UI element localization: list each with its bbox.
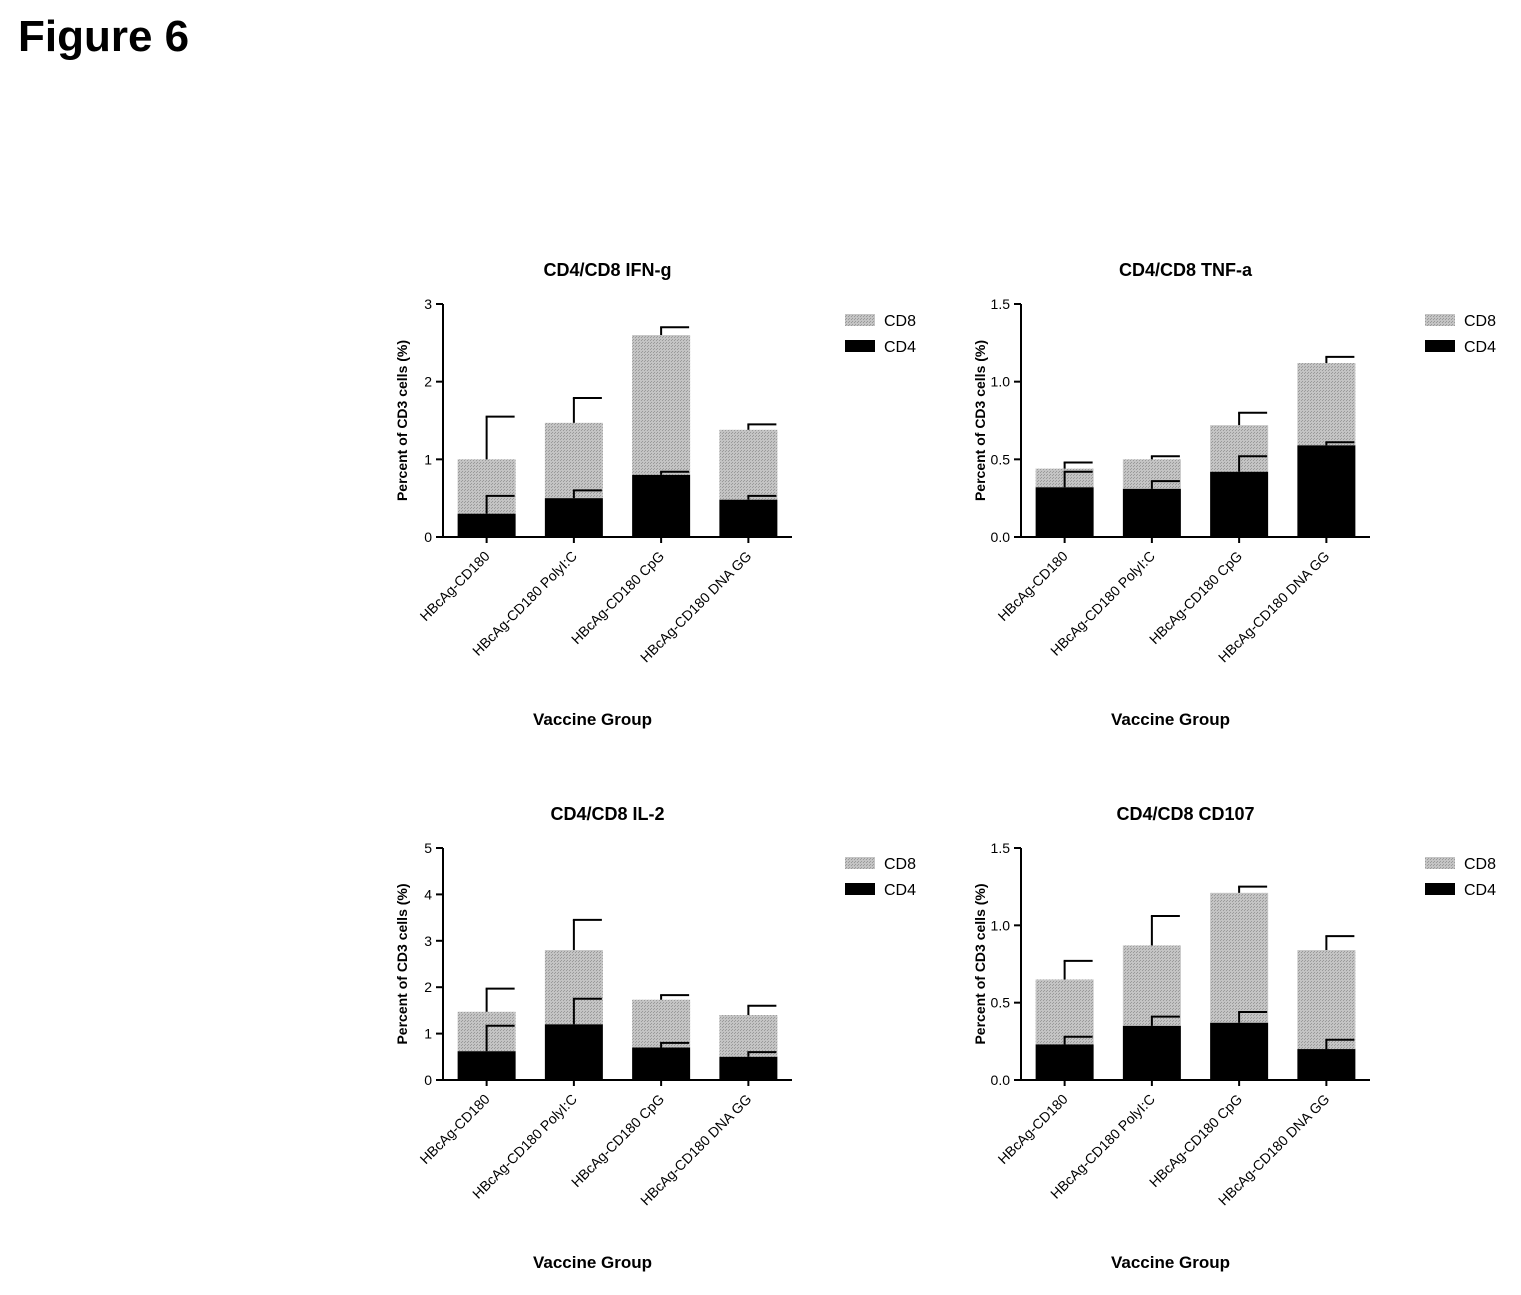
legend-swatch-cd4 bbox=[1425, 340, 1455, 352]
chart-title: CD4/CD8 TNF-a bbox=[1119, 260, 1253, 280]
y-tick-label: 1 bbox=[424, 1026, 432, 1042]
bar-cd4 bbox=[1297, 445, 1356, 537]
bar-cd4 bbox=[719, 1056, 778, 1080]
x-tick-label: HBcAg-CD180 bbox=[995, 1091, 1071, 1167]
legend: CD8 CD4 bbox=[1425, 856, 1496, 899]
legend: CD8 CD4 bbox=[845, 856, 916, 899]
chart-title: CD4/CD8 IFN-g bbox=[543, 260, 671, 280]
y-tick-label: 0.5 bbox=[991, 451, 1011, 467]
legend-label-cd4: CD4 bbox=[1464, 882, 1496, 899]
x-tick-label: HBcAg-CD180 bbox=[995, 548, 1071, 624]
y-tick-label: 1.5 bbox=[991, 840, 1011, 856]
x-axis-label: Vaccine Group bbox=[533, 710, 652, 729]
legend-label-cd8: CD8 bbox=[1464, 313, 1496, 330]
y-tick-label: 1 bbox=[424, 451, 432, 467]
legend-swatch-cd4 bbox=[1425, 883, 1455, 895]
figure-title: Figure 6 bbox=[18, 12, 190, 61]
bar-cd4 bbox=[1297, 1049, 1356, 1080]
x-tick-label: HBcAg-CD180 CpG bbox=[1146, 548, 1245, 647]
y-tick-label: 1.0 bbox=[991, 374, 1011, 390]
legend: CD8 CD4 bbox=[1425, 313, 1496, 356]
legend-label-cd8: CD8 bbox=[884, 313, 916, 330]
bar-cd4 bbox=[1210, 1022, 1269, 1080]
legend-label-cd4: CD4 bbox=[884, 882, 916, 899]
x-axis-label: Vaccine Group bbox=[1111, 1253, 1230, 1272]
y-tick-label: 0 bbox=[424, 1072, 432, 1088]
bar-cd4 bbox=[1210, 471, 1269, 537]
bar-cd4 bbox=[632, 1047, 691, 1080]
bar-cd8 bbox=[1035, 979, 1094, 1045]
bar-cd4 bbox=[719, 499, 778, 537]
chart-title: CD4/CD8 IL-2 bbox=[550, 804, 664, 824]
legend-swatch-cd8 bbox=[845, 857, 875, 869]
y-tick-label: 0.5 bbox=[991, 995, 1011, 1011]
y-axis-label: Percent of CD3 cells (%) bbox=[972, 340, 988, 501]
y-axis-label: Percent of CD3 cells (%) bbox=[394, 883, 410, 1044]
legend: CD8 CD4 bbox=[845, 313, 916, 356]
x-axis-label: Vaccine Group bbox=[533, 1253, 652, 1272]
y-tick-label: 2 bbox=[424, 374, 432, 390]
x-tick-label: HBcAg-CD180 CpG bbox=[568, 548, 667, 647]
bar-cd8 bbox=[1210, 892, 1269, 1023]
bar-cd8 bbox=[632, 999, 691, 1048]
chart-title: CD4/CD8 CD107 bbox=[1116, 804, 1254, 824]
bar-cd4 bbox=[1122, 1025, 1181, 1080]
y-axis-label: Percent of CD3 cells (%) bbox=[394, 340, 410, 501]
bar-cd8 bbox=[632, 335, 691, 475]
bar-cd8 bbox=[544, 422, 603, 499]
y-tick-label: 5 bbox=[424, 840, 432, 856]
bar-cd8 bbox=[719, 1015, 778, 1057]
y-tick-label: 3 bbox=[424, 296, 432, 312]
legend-label-cd4: CD4 bbox=[1464, 339, 1496, 356]
y-tick-label: 2 bbox=[424, 979, 432, 995]
legend-swatch-cd4 bbox=[845, 883, 875, 895]
bar-cd4 bbox=[1035, 487, 1094, 537]
legend-swatch-cd4 bbox=[845, 340, 875, 352]
y-axis-label: Percent of CD3 cells (%) bbox=[972, 883, 988, 1044]
y-tick-label: 3 bbox=[424, 933, 432, 949]
y-tick-label: 0.0 bbox=[991, 529, 1011, 545]
y-tick-label: 0.0 bbox=[991, 1072, 1011, 1088]
bar-cd8 bbox=[1122, 945, 1181, 1026]
bar-cd4 bbox=[1122, 488, 1181, 537]
bar-cd4 bbox=[544, 1024, 603, 1080]
legend-swatch-cd8 bbox=[1425, 857, 1455, 869]
legend-label-cd4: CD4 bbox=[884, 339, 916, 356]
bar-cd8 bbox=[1297, 363, 1356, 446]
bar-cd4 bbox=[632, 474, 691, 537]
y-tick-label: 1.5 bbox=[991, 296, 1011, 312]
x-tick-label: HBcAg-CD180 bbox=[417, 1091, 493, 1167]
x-tick-label: HBcAg-CD180 CpG bbox=[1146, 1091, 1245, 1190]
legend-label-cd8: CD8 bbox=[1464, 856, 1496, 873]
x-axis-label: Vaccine Group bbox=[1111, 710, 1230, 729]
x-tick-label: HBcAg-CD180 bbox=[417, 548, 493, 624]
legend-swatch-cd8 bbox=[1425, 314, 1455, 326]
y-tick-label: 0 bbox=[424, 529, 432, 545]
bar-cd4 bbox=[544, 498, 603, 537]
x-tick-label: HBcAg-CD180 CpG bbox=[568, 1091, 667, 1190]
legend-label-cd8: CD8 bbox=[884, 856, 916, 873]
legend-swatch-cd8 bbox=[845, 314, 875, 326]
bar-cd4 bbox=[1035, 1044, 1094, 1080]
bar-cd4 bbox=[457, 513, 516, 537]
y-tick-label: 1.0 bbox=[991, 917, 1011, 933]
bar-cd4 bbox=[457, 1051, 516, 1080]
y-tick-label: 4 bbox=[424, 886, 432, 902]
bar-cd8 bbox=[1297, 950, 1356, 1050]
bar-cd8 bbox=[719, 429, 778, 500]
